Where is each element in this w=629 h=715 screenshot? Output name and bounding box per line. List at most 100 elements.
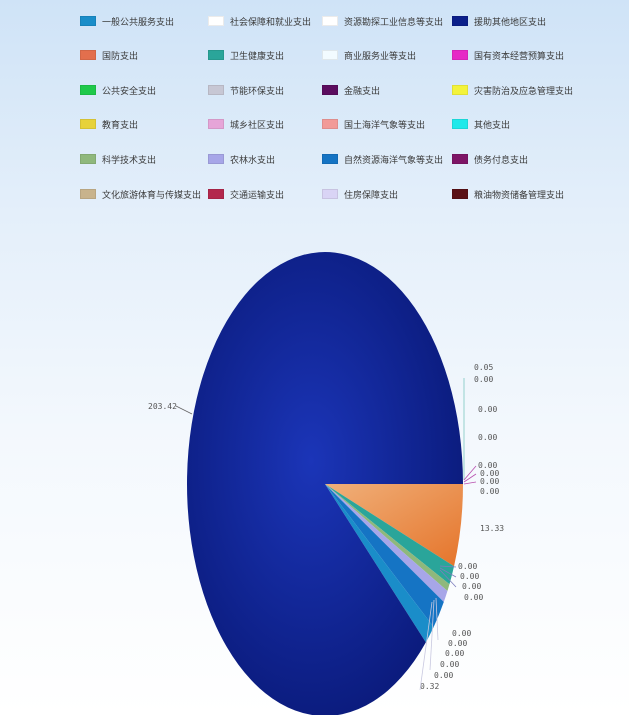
leader-line — [463, 465, 477, 481]
leader-line — [435, 597, 439, 641]
data-label: 0.32 — [420, 682, 439, 691]
legend-item: 自然资源海洋气象等支出 — [322, 152, 443, 166]
legend-item: 债务付息支出 — [452, 152, 528, 166]
legend-swatch — [452, 50, 468, 60]
legend-label: 商业服务业等支出 — [344, 51, 417, 62]
legend-swatch — [80, 16, 96, 26]
legend-item: 住房保障支出 — [322, 187, 398, 201]
legend-swatch — [80, 119, 96, 129]
legend-swatch — [322, 16, 338, 26]
pie-slice — [325, 484, 455, 585]
legend-label: 科学技术支出 — [102, 155, 157, 166]
data-label: 0.00 — [478, 461, 497, 470]
legend-swatch — [208, 16, 224, 26]
legend-label: 债务付息支出 — [474, 155, 529, 166]
data-label: 0.00 — [478, 405, 497, 414]
data-label: 0.00 — [440, 660, 459, 669]
legend-swatch — [208, 154, 224, 164]
legend-label: 卫生健康支出 — [230, 51, 285, 62]
legend-item: 科学技术支出 — [80, 152, 156, 166]
legend-label: 一般公共服务支出 — [102, 17, 175, 28]
legend-item: 城乡社区支出 — [208, 117, 284, 131]
legend-label: 其他支出 — [474, 120, 511, 131]
legend-label: 粮油物资储备管理支出 — [474, 190, 565, 201]
data-label: 0.00 — [458, 562, 477, 571]
legend-swatch — [208, 50, 224, 60]
data-label: 0.05 — [474, 363, 493, 372]
legend-swatch — [80, 189, 96, 199]
legend-label: 资源勘探工业信息等支出 — [344, 17, 444, 28]
legend-label: 国有资本经营预算支出 — [474, 51, 565, 62]
legend-swatch — [322, 189, 338, 199]
legend-swatch — [80, 85, 96, 95]
legend-item: 灾害防治及应急管理支出 — [452, 83, 573, 97]
leader-line — [439, 565, 457, 568]
data-label: 0.00 — [480, 469, 499, 478]
legend-label: 文化旅游体育与传媒支出 — [102, 190, 202, 201]
data-label: 0.00 — [434, 671, 453, 680]
legend-label: 教育支出 — [102, 120, 139, 131]
leader-line — [463, 473, 477, 483]
legend-item: 卫生健康支出 — [208, 48, 284, 62]
pie-slice — [325, 484, 448, 603]
legend-label: 灾害防治及应急管理支出 — [474, 86, 574, 97]
legend-label: 金融支出 — [344, 86, 381, 97]
legend-item: 交通运输支出 — [208, 187, 284, 201]
legend-swatch — [322, 119, 338, 129]
legend-item: 教育支出 — [80, 117, 138, 131]
legend-label: 公共安全支出 — [102, 86, 157, 97]
legend-swatch — [322, 50, 338, 60]
data-label: 0.00 — [474, 375, 493, 384]
legend-swatch — [322, 154, 338, 164]
legend-item: 国有资本经营预算支出 — [452, 48, 564, 62]
data-label: 203.42 — [148, 402, 177, 411]
legend-swatch — [452, 16, 468, 26]
legend-item: 其他支出 — [452, 117, 510, 131]
data-label: 0.00 — [452, 629, 471, 638]
leader-line — [429, 599, 435, 671]
data-label: 0.00 — [445, 649, 464, 658]
leader-line — [439, 569, 457, 588]
legend-label: 住房保障支出 — [344, 190, 399, 201]
legend-swatch — [208, 85, 224, 95]
data-label: 0.00 — [462, 582, 481, 591]
legend-swatch — [452, 189, 468, 199]
legend-swatch — [322, 85, 338, 95]
legend-item: 文化旅游体育与传媒支出 — [80, 187, 201, 201]
pie-slice — [325, 484, 434, 643]
legend-label: 社会保障和就业支出 — [230, 17, 312, 28]
legend-item: 援助其他地区支出 — [452, 14, 546, 28]
data-label: 0.00 — [480, 477, 499, 486]
legend-item: 社会保障和就业支出 — [208, 14, 311, 28]
data-label: 13.33 — [480, 524, 504, 533]
legend-item: 资源勘探工业信息等支出 — [322, 14, 443, 28]
legend-item: 商业服务业等支出 — [322, 48, 416, 62]
legend-swatch — [80, 50, 96, 60]
pie-slice — [325, 484, 450, 592]
data-label: 0.00 — [480, 487, 499, 496]
pie-slice — [325, 484, 463, 567]
leader-line — [439, 567, 457, 578]
data-label: 0.00 — [448, 639, 467, 648]
legend-item: 国防支出 — [80, 48, 138, 62]
pie-slice — [325, 484, 444, 628]
legend-swatch — [208, 189, 224, 199]
legend-label: 交通运输支出 — [230, 190, 285, 201]
leader-line — [463, 481, 477, 485]
legend-item: 农林水支出 — [208, 152, 275, 166]
legend-swatch — [452, 85, 468, 95]
legend-label: 农林水支出 — [230, 155, 276, 166]
leader-line — [419, 601, 433, 691]
legend-item: 一般公共服务支出 — [80, 14, 174, 28]
leader-line — [175, 405, 193, 415]
legend-label: 自然资源海洋气象等支出 — [344, 155, 444, 166]
data-label: 0.00 — [478, 433, 497, 442]
legend-label: 节能环保支出 — [230, 86, 285, 97]
legend-item: 金融支出 — [322, 83, 380, 97]
legend-label: 援助其他地区支出 — [474, 17, 547, 28]
legend-label: 国防支出 — [102, 51, 139, 62]
legend-item: 粮油物资储备管理支出 — [452, 187, 564, 201]
legend-label: 国土海洋气象等支出 — [344, 120, 426, 131]
data-label: 0.00 — [464, 593, 483, 602]
